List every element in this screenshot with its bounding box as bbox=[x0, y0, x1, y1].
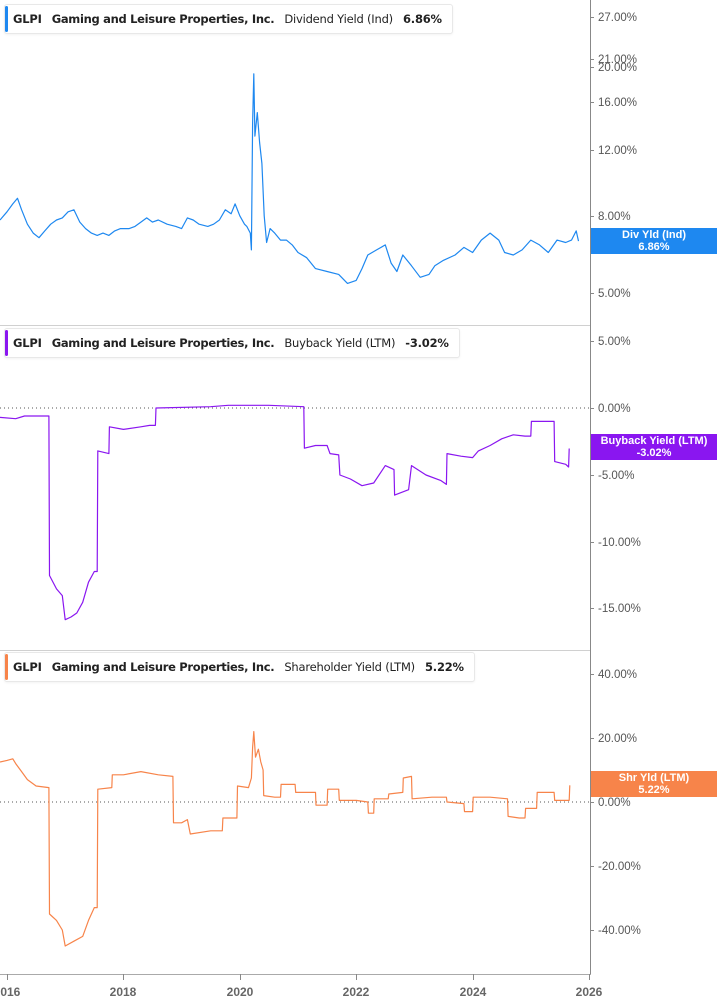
legend-metric: Dividend Yield (Ind) bbox=[284, 12, 393, 26]
x-tick-label: 2016 bbox=[0, 985, 21, 999]
y-tick bbox=[590, 341, 594, 342]
y-tick-label: -15.00% bbox=[598, 603, 641, 615]
y-tick bbox=[590, 930, 594, 931]
y-tick bbox=[590, 102, 594, 103]
y-tick-label: 5.00% bbox=[598, 288, 631, 300]
y-tick bbox=[590, 542, 594, 543]
badge-value: -3.02% bbox=[636, 447, 672, 459]
badge-label: Buyback Yield (LTM) bbox=[600, 435, 708, 447]
y-axis-buyback bbox=[590, 325, 591, 650]
dividend-yield-line bbox=[0, 73, 580, 284]
y-tick bbox=[590, 150, 594, 151]
legend-value: -3.02% bbox=[405, 336, 449, 350]
y-tick-label: -10.00% bbox=[598, 537, 641, 549]
legend-metric: Shareholder Yield (LTM) bbox=[284, 660, 415, 674]
x-tick bbox=[123, 974, 124, 980]
y-tick-label: 12.00% bbox=[598, 145, 638, 157]
badge-value: 5.22% bbox=[638, 784, 670, 796]
y-tick-label: 27.00% bbox=[598, 12, 638, 24]
shareholder-yield-line bbox=[0, 730, 571, 947]
y-tick bbox=[590, 475, 594, 476]
y-tick-label: 20.00% bbox=[598, 733, 638, 745]
x-tick-label: 2020 bbox=[226, 985, 254, 999]
y-tick-label: 0.00% bbox=[598, 403, 631, 415]
badge-label: Shr Yld (LTM) bbox=[618, 772, 690, 784]
legend-ticker: GLPI bbox=[13, 660, 42, 674]
y-tick bbox=[590, 738, 594, 739]
y-tick-label: 40.00% bbox=[598, 669, 638, 681]
legend-company: Gaming and Leisure Properties, Inc. bbox=[51, 336, 275, 350]
y-tick-label: -20.00% bbox=[598, 861, 641, 873]
x-tick bbox=[7, 974, 8, 980]
y-tick-label: 8.00% bbox=[598, 211, 631, 223]
current-value-badge-buyback: Buyback Yield (LTM) -3.02% bbox=[591, 434, 717, 460]
y-tick-label: -40.00% bbox=[598, 925, 641, 937]
y-tick bbox=[590, 293, 594, 294]
y-tick bbox=[590, 802, 594, 803]
y-tick-label: 16.00% bbox=[598, 97, 638, 109]
y-tick bbox=[590, 674, 594, 675]
legend-ticker: GLPI bbox=[13, 12, 42, 26]
y-axis-shareholder bbox=[590, 650, 591, 975]
series-color-bar bbox=[5, 654, 8, 680]
y-tick-label: 20.00% bbox=[598, 62, 638, 74]
panel-divider bbox=[0, 325, 590, 326]
y-tick bbox=[590, 408, 594, 409]
x-tick-label: 2018 bbox=[109, 985, 137, 999]
current-value-badge-dividend: Div Yld (Ind) 6.86% bbox=[591, 228, 717, 254]
legend-value: 5.22% bbox=[424, 660, 464, 674]
y-tick bbox=[590, 67, 594, 68]
legend-dividend-yield: GLPI Gaming and Leisure Properties, Inc.… bbox=[4, 4, 453, 34]
y-tick bbox=[590, 59, 594, 60]
y-tick bbox=[590, 608, 594, 609]
y-axis-dividend bbox=[590, 0, 591, 325]
badge-label: Div Yld (Ind) bbox=[622, 229, 686, 241]
legend-buyback-yield: GLPI Gaming and Leisure Properties, Inc.… bbox=[4, 328, 460, 358]
y-tick bbox=[590, 866, 594, 867]
legend-company: Gaming and Leisure Properties, Inc. bbox=[51, 660, 275, 674]
x-tick-label: 2024 bbox=[459, 985, 487, 999]
x-tick bbox=[240, 974, 241, 980]
y-tick-label: 5.00% bbox=[598, 336, 631, 348]
x-axis bbox=[0, 974, 591, 975]
legend-company: Gaming and Leisure Properties, Inc. bbox=[51, 12, 275, 26]
x-tick bbox=[473, 974, 474, 980]
badge-value: 6.86% bbox=[638, 241, 670, 253]
y-tick-label: 0.00% bbox=[598, 797, 631, 809]
x-tick bbox=[589, 974, 590, 980]
legend-shareholder-yield: GLPI Gaming and Leisure Properties, Inc.… bbox=[4, 652, 475, 682]
legend-metric: Buyback Yield (LTM) bbox=[284, 336, 396, 350]
x-tick bbox=[356, 974, 357, 980]
buyback-yield-line bbox=[0, 404, 570, 621]
x-tick-label: 2022 bbox=[342, 985, 370, 999]
legend-ticker: GLPI bbox=[13, 336, 42, 350]
series-color-bar bbox=[5, 330, 8, 356]
current-value-badge-shareholder: Shr Yld (LTM) 5.22% bbox=[591, 771, 717, 797]
y-tick-label: -5.00% bbox=[598, 470, 635, 482]
x-tick-label: 2026 bbox=[575, 985, 603, 999]
y-tick bbox=[590, 216, 594, 217]
y-tick bbox=[590, 17, 594, 18]
series-color-bar bbox=[5, 6, 8, 32]
panel-divider bbox=[0, 650, 590, 651]
y-tick-label: 21.00% bbox=[598, 54, 638, 66]
legend-value: 6.86% bbox=[402, 12, 442, 26]
